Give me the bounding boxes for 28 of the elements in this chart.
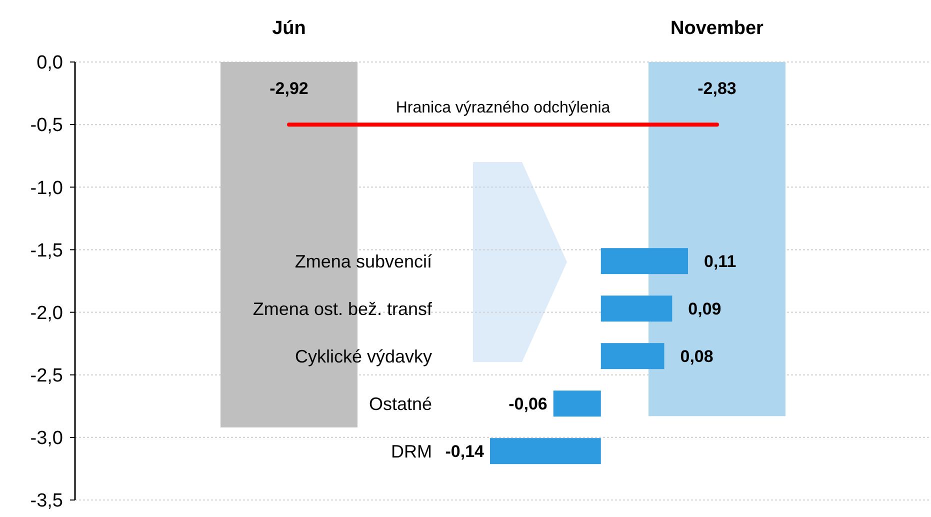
y-tick-label: -2,5 [30, 366, 63, 387]
bar [490, 438, 601, 464]
x-tick-label: Jún [272, 18, 306, 39]
bar [553, 390, 601, 417]
data-label: -0,14 [445, 442, 485, 462]
ref-line-label: Hranica výrazného odchýlenia [396, 100, 610, 117]
y-tick-label: -3,0 [30, 428, 63, 450]
data-label: -2,92 [270, 79, 308, 98]
data-label: -2,83 [698, 79, 736, 98]
data-label: 0,11 [704, 252, 736, 272]
bar [600, 248, 688, 274]
y-tick-label: -1,0 [30, 178, 63, 199]
y-tick-label: -1,5 [30, 240, 63, 262]
y-tick-label: Zmena subvencií [294, 251, 432, 272]
y-tick-label: -0,5 [30, 115, 63, 136]
y-tick-label: -3,5 [30, 490, 63, 512]
y-tick-label: -2,0 [30, 302, 63, 324]
bar [600, 296, 672, 322]
y-tick-label: Zmena ost. bež. transf [252, 298, 433, 319]
x-tick-label: November [670, 18, 764, 39]
data-label: 0,09 [688, 300, 722, 319]
bar [600, 343, 664, 370]
y-tick-label: DRM [391, 441, 432, 462]
data-label: 0,08 [680, 347, 714, 366]
y-tick-label: 0,0 [36, 52, 63, 74]
y-tick-label: Ostatné [368, 394, 432, 414]
y-tick-label: Cyklické výdavky [294, 346, 432, 366]
data-label: -0,06 [508, 394, 548, 414]
